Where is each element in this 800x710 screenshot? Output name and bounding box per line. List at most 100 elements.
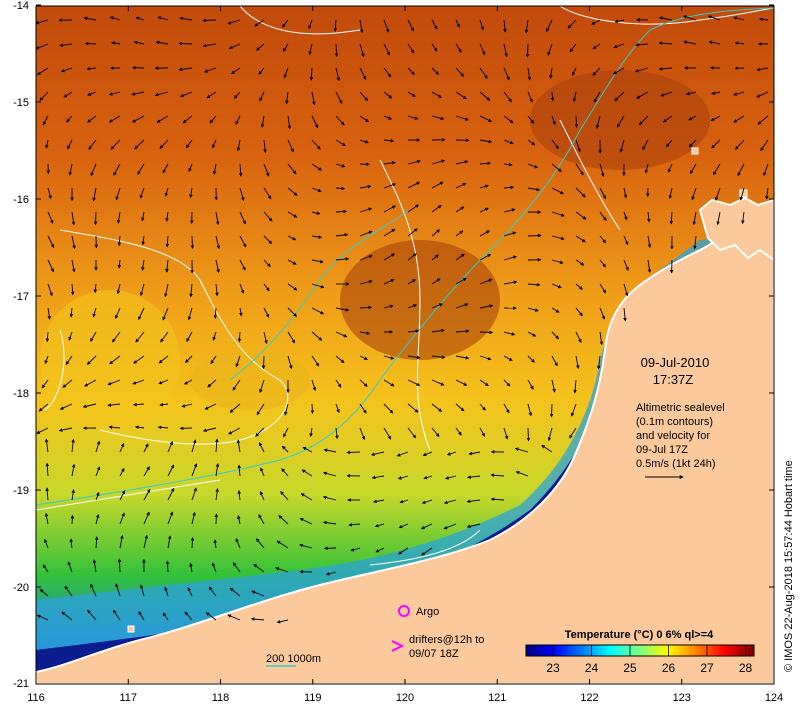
velocity-arrow (431, 403, 443, 412)
velocity-arrow (683, 40, 697, 45)
velocity-arrow (503, 67, 510, 81)
velocity-arrow (527, 355, 535, 363)
velocity-arrow (287, 307, 298, 317)
velocity-arrow (373, 499, 385, 504)
velocity-arrow (549, 403, 554, 418)
velocity-arrow (215, 283, 219, 297)
velocity-arrow (60, 67, 73, 73)
y-tick-label: -17 (13, 291, 29, 303)
altimetry-note: Altimetric sealevel (0.1m contours) and … (636, 402, 725, 479)
velocity-arrow (756, 91, 769, 98)
velocity-arrow (287, 211, 298, 218)
velocity-arrow (335, 379, 342, 388)
velocity-arrow (131, 91, 145, 96)
velocity-arrow (215, 438, 219, 453)
velocity-arrow (683, 15, 697, 21)
velocity-arrow (205, 612, 217, 621)
velocity-arrow (282, 19, 289, 28)
velocity-arrow (119, 490, 126, 501)
velocity-arrow (348, 523, 361, 527)
velocity-arrow (93, 211, 98, 226)
velocity-arrow (71, 489, 75, 501)
velocity-arrow (503, 355, 513, 361)
velocity-arrow (236, 439, 241, 453)
velocity-arrow (467, 475, 481, 479)
velocity-arrow (599, 283, 607, 294)
velocity-arrow (212, 163, 217, 175)
velocity-arrow (256, 403, 265, 416)
velocity-arrow (431, 427, 440, 437)
velocity-arrow (599, 259, 606, 268)
velocity-arrow (187, 587, 193, 597)
velocity-arrow (455, 43, 462, 53)
velocity-arrow (167, 464, 175, 477)
velocity-arrow (119, 443, 125, 453)
velocity-arrow (84, 41, 97, 46)
velocity-arrow (569, 427, 577, 439)
velocity-arrow (623, 307, 627, 322)
velocity-arrow (359, 91, 369, 102)
velocity-arrow (359, 279, 373, 285)
velocity-arrow (188, 163, 193, 173)
velocity-arrow (396, 451, 409, 457)
velocity-arrow (443, 499, 457, 505)
velocity-arrow (62, 379, 73, 388)
velocity-arrow (335, 67, 341, 82)
velocity-arrow (431, 379, 445, 386)
velocity-arrow (263, 139, 267, 153)
velocity-arrow (215, 211, 220, 226)
velocity-arrow (228, 43, 241, 50)
velocity-arrow (139, 283, 145, 296)
velocity-arrow (455, 160, 469, 165)
velocity-arrow (359, 115, 370, 123)
velocity-arrow (479, 403, 486, 411)
velocity-arrow (165, 235, 170, 248)
colorbar-tick-label: 27 (700, 661, 714, 675)
colorbar-ticks: 23 24 25 26 27 28 (546, 645, 752, 675)
velocity-arrow (92, 307, 97, 318)
velocity-arrow (160, 331, 169, 343)
velocity-arrow (383, 183, 397, 189)
velocity-arrow (287, 115, 292, 130)
velocity-arrow (259, 379, 265, 393)
velocity-arrow (479, 278, 493, 285)
velocity-arrow (431, 43, 438, 52)
velocity-arrow (503, 19, 507, 33)
bathymetry-contours (36, 7, 774, 506)
velocity-arrow (94, 536, 99, 549)
drifter-marker-icon (391, 640, 405, 652)
warm-patch (530, 70, 710, 170)
velocity-arrow (155, 40, 169, 45)
velocity-arrow (359, 43, 365, 58)
velocity-arrow (431, 181, 444, 189)
velocity-arrow (334, 43, 339, 57)
velocity-arrow (311, 187, 322, 193)
velocity-arrow (260, 467, 265, 477)
velocity-arrow (335, 331, 348, 338)
velocity-arrow (479, 91, 491, 101)
velocity-arrow (287, 283, 298, 291)
velocity-arrow (546, 19, 553, 33)
velocity-arrow (47, 283, 53, 297)
velocity-arrow (93, 283, 98, 294)
cool-patch (40, 290, 180, 430)
velocity-arrow (570, 403, 577, 417)
velocity-arrow (575, 211, 587, 220)
velocity-arrow (551, 283, 562, 289)
velocity-arrow (117, 235, 122, 247)
velocity-arrow (335, 307, 350, 312)
y-tick-label: -14 (13, 0, 29, 12)
velocity-arrow (287, 259, 297, 265)
velocity-arrow (593, 91, 601, 103)
velocity-arrow (67, 561, 73, 573)
velocity-arrow (44, 355, 49, 365)
velocity-arrow (111, 41, 121, 45)
velocity-arrow (527, 282, 541, 287)
land-mass (36, 208, 774, 684)
velocity-arrow (421, 499, 433, 504)
velocity-arrow (431, 303, 443, 309)
velocity-arrow (88, 139, 97, 150)
velocity-arrow (455, 182, 467, 189)
velocity-arrow (623, 259, 629, 271)
